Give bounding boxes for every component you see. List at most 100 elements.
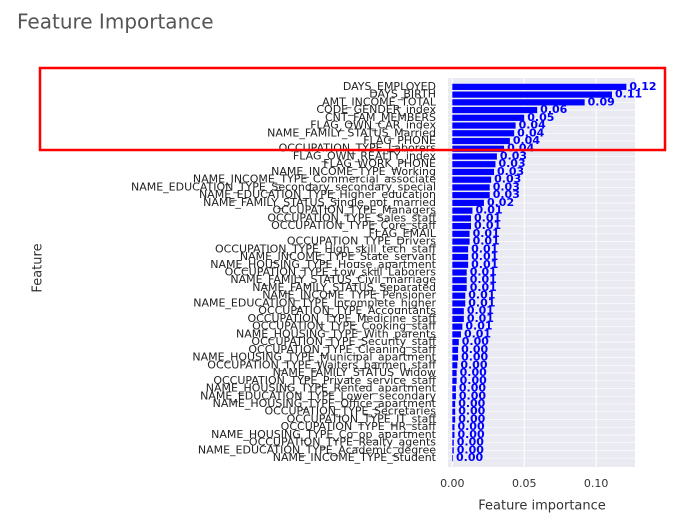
bar xyxy=(452,431,455,439)
highlight-box xyxy=(38,66,667,152)
bar xyxy=(452,308,464,315)
bar xyxy=(452,192,490,199)
bar xyxy=(452,323,463,330)
y-tick-label: OCCUPATION_TYPE_Laborers xyxy=(279,142,437,155)
y-tick-label: NAME_EDUCATION_TYPE_Incomplete_higher xyxy=(193,296,436,309)
x-tick-label: 0.10 xyxy=(584,477,609,490)
bar xyxy=(452,137,510,145)
value-label: 0.01 xyxy=(465,320,492,333)
y-tick-label: OCCUPATION_TYPE_Drivers xyxy=(287,235,436,248)
value-label: 0.01 xyxy=(468,296,495,309)
y-tick-label: DAYS_BIRTH xyxy=(369,88,436,101)
y-tick-label: OCCUPATION_TYPE_Managers xyxy=(273,204,437,217)
y-tick-label: FLAG_OWN_CAR_index xyxy=(310,119,436,132)
y-tick-label: NAME_INCOME_TYPE_Student xyxy=(273,451,437,464)
bar xyxy=(452,83,627,90)
bar xyxy=(452,222,472,230)
y-tick-label: OCCUPATION_TYPE_Secretaries xyxy=(264,405,436,418)
y-tick-label: NAME_HOUSING_TYPE_Rented_apartment xyxy=(206,382,437,395)
y-tick-label: FLAG_WORK_PHONE xyxy=(323,157,436,170)
bar xyxy=(452,122,516,129)
chart-title: Feature Importance xyxy=(17,10,214,34)
bar xyxy=(452,91,612,98)
bar xyxy=(452,153,497,160)
value-label: 0.00 xyxy=(460,374,487,387)
bar xyxy=(452,106,538,114)
bar xyxy=(452,238,470,245)
y-tick-label: OCCUPATION_TYPE_Accountants xyxy=(258,304,436,317)
y-tick-label: OCCUPATION_TYPE_Medicine_staff xyxy=(247,312,436,325)
bar xyxy=(452,369,457,377)
value-label: 0.00 xyxy=(460,358,487,371)
value-label: 0.00 xyxy=(459,389,486,402)
value-label: 0.01 xyxy=(474,219,501,232)
bar xyxy=(452,346,459,353)
bar xyxy=(452,114,525,121)
y-tick-label: NAME_FAMILY_STATUS_Widow xyxy=(273,366,436,379)
y-tick-label: NAME_HOUSING_TYPE_House_apartment xyxy=(210,258,436,271)
value-label: 0.05 xyxy=(527,111,554,124)
y-tick-label: NAME_FAMILY_STATUS_Separated xyxy=(252,281,436,294)
value-label: 0.00 xyxy=(457,428,484,441)
value-label: 0.00 xyxy=(458,405,485,418)
bar xyxy=(452,168,495,176)
value-label: 0.01 xyxy=(467,312,494,325)
bar xyxy=(452,199,484,206)
y-tick-label: OCCUPATION_TYPE_Cleaning_staff xyxy=(248,343,436,356)
bar xyxy=(452,354,459,361)
value-label: 0.03 xyxy=(497,165,524,178)
y-tick-label: NAME_INCOME_TYPE_Commercial_associate xyxy=(193,173,436,186)
y-tick-label: CODE_GENDER_index xyxy=(316,103,436,116)
bar xyxy=(452,424,455,431)
y-axis-label: Feature xyxy=(31,243,46,292)
bar xyxy=(452,207,473,214)
value-label: 0.00 xyxy=(458,397,485,410)
y-tick-label: NAME_FAMILY_STATUS_Civil_marriage xyxy=(230,273,436,286)
value-label: 0.01 xyxy=(471,250,498,263)
value-label: 0.01 xyxy=(464,327,491,340)
bar xyxy=(452,447,454,454)
bar xyxy=(452,176,492,183)
y-tick-label: OCCUPATION_TYPE_HR_staff xyxy=(281,420,437,433)
value-label: 0.00 xyxy=(457,420,484,433)
y-tick-label: NAME_EDUCATION_TYPE_Higher_education xyxy=(199,188,436,201)
y-tick-label: NAME_EDUCATION_TYPE_Secondary_secondary_… xyxy=(131,180,436,193)
bar xyxy=(452,362,458,369)
y-tick-label: NAME_HOUSING_TYPE_Office_apartment xyxy=(213,397,437,410)
bar xyxy=(452,331,461,338)
bar xyxy=(452,416,456,423)
value-label: 0.00 xyxy=(458,412,485,425)
bar xyxy=(452,377,457,384)
y-tick-label: FLAG_EMAIL xyxy=(369,227,437,240)
value-label: 0.03 xyxy=(493,180,520,193)
y-tick-label: NAME_FAMILY_STATUS_Single_not_married xyxy=(203,196,436,209)
value-label: 0.00 xyxy=(457,443,484,456)
y-tick-label: NAME_INCOME_TYPE_Working xyxy=(271,165,436,178)
bar xyxy=(452,300,466,307)
value-label: 0.01 xyxy=(468,289,495,302)
bar xyxy=(452,184,490,191)
bar xyxy=(452,400,456,408)
bar xyxy=(452,145,505,152)
bar xyxy=(452,99,585,106)
bar xyxy=(452,439,454,446)
y-tick-label: OCCUPATION_TYPE_Cooking_staff xyxy=(252,320,436,333)
bar xyxy=(452,339,459,346)
y-tick-label: NAME_EDUCATION_TYPE_Lower_secondary xyxy=(200,389,436,402)
y-tick-label: OCCUPATION_TYPE_Private_service_staff xyxy=(213,374,436,387)
y-tick-label: NAME_INCOME_TYPE_Pensioner xyxy=(262,289,436,302)
value-label: 0.04 xyxy=(519,119,546,132)
value-label: 0.11 xyxy=(615,88,642,101)
value-label: 0.00 xyxy=(460,366,487,379)
value-label: 0.01 xyxy=(473,227,500,240)
bar xyxy=(452,161,496,168)
y-tick-label: NAME_EDUCATION_TYPE_Academic_degree xyxy=(198,443,436,456)
value-label: 0.00 xyxy=(461,351,488,364)
value-label: 0.01 xyxy=(475,204,502,217)
y-tick-label: FLAG_PHONE xyxy=(363,134,436,147)
value-label: 0.03 xyxy=(494,173,521,186)
bar xyxy=(452,284,467,292)
y-tick-label: OCCUPATION_TYPE_Sales_staff xyxy=(267,211,436,224)
